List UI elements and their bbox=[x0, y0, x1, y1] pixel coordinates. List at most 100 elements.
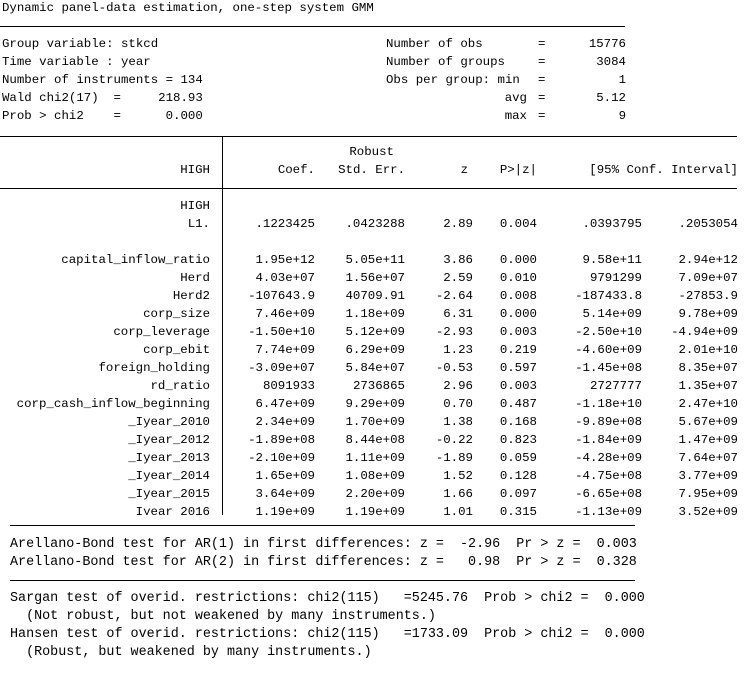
header-line: Time variable : year bbox=[2, 55, 151, 69]
cell: 0.010 bbox=[499, 271, 537, 285]
cell: -1.89e+08 bbox=[248, 433, 315, 447]
cell: 5.05e+11 bbox=[345, 253, 406, 267]
row-name: capital_inflow_ratio bbox=[61, 253, 210, 267]
cell: 7.74e+09 bbox=[255, 343, 316, 357]
cell: 1.18e+09 bbox=[345, 307, 406, 321]
cell: 3.52e+09 bbox=[678, 505, 739, 515]
cell: 7.64e+07 bbox=[678, 451, 739, 465]
cell: 5.14e+09 bbox=[582, 307, 643, 321]
title: Dynamic panel-data estimation, one-step … bbox=[2, 1, 374, 15]
cell: -2.64 bbox=[435, 289, 473, 303]
row-name: _Iyear_2016 bbox=[128, 505, 210, 515]
cell: 6.29e+09 bbox=[345, 343, 406, 357]
stat-label: Number of groups bbox=[386, 55, 505, 69]
cell: 0.008 bbox=[499, 289, 537, 303]
stat-value: 3084 bbox=[596, 55, 626, 69]
cell: -4.60e+09 bbox=[575, 343, 642, 357]
cell: 2.34e+09 bbox=[255, 415, 316, 429]
cell: 2.01e+10 bbox=[678, 343, 739, 357]
cell: 2.20e+09 bbox=[345, 487, 406, 501]
cell: 7.95e+09 bbox=[678, 487, 739, 501]
row-name: _Iyear_2014 bbox=[128, 469, 210, 483]
rule bbox=[0, 188, 737, 189]
cell: 1.08e+09 bbox=[345, 469, 406, 483]
cell: 0.004 bbox=[499, 217, 537, 231]
row-name: corp_cash_inflow_beginning bbox=[16, 397, 210, 411]
cell: 1.56e+07 bbox=[345, 271, 406, 285]
column-header: P>|z| bbox=[499, 163, 537, 177]
row-name: _Iyear_2015 bbox=[128, 487, 210, 501]
cell: 9.78e+09 bbox=[678, 307, 739, 321]
cell: 0.128 bbox=[499, 469, 537, 483]
row-name: rd_ratio bbox=[150, 379, 211, 393]
row-name: _Iyear_2012 bbox=[128, 433, 210, 447]
cell: 6.31 bbox=[443, 307, 473, 321]
cell: 0.219 bbox=[499, 343, 537, 357]
column-header: Coef. bbox=[277, 163, 315, 177]
cell: 8.44e+08 bbox=[345, 433, 406, 447]
cell: 1.19e+09 bbox=[255, 505, 316, 515]
stat-label: Obs per group: min bbox=[386, 73, 520, 87]
cell: 1.38 bbox=[443, 415, 473, 429]
stat-sign: = bbox=[538, 109, 546, 123]
cell: 2.47e+10 bbox=[678, 397, 739, 411]
cell: 0.487 bbox=[499, 397, 537, 411]
stat-sign: = bbox=[538, 73, 546, 87]
cell: 7.09e+07 bbox=[678, 271, 739, 285]
header-line: Group variable: stkcd bbox=[2, 37, 159, 51]
test-line: Sargan test of overid. restrictions: chi… bbox=[10, 591, 645, 606]
cell: 2727777 bbox=[589, 379, 642, 393]
cell: .0393795 bbox=[582, 217, 643, 231]
column-header: Std. Err. bbox=[338, 163, 405, 177]
row-name: L1. bbox=[187, 217, 210, 231]
cell: 0.000 bbox=[499, 307, 537, 321]
row-name: Herd2 bbox=[172, 289, 210, 303]
cell: .1223425 bbox=[255, 217, 316, 231]
header-line: Number of instruments = 134 bbox=[2, 73, 203, 87]
cell: -1.18e+10 bbox=[575, 397, 642, 411]
header-line: Prob > chi2 = 0.000 bbox=[2, 109, 203, 123]
cell: 0.597 bbox=[499, 361, 537, 375]
cell: 5.67e+09 bbox=[678, 415, 739, 429]
cell: 1.23 bbox=[443, 343, 473, 357]
cell: 0.000 bbox=[499, 253, 537, 267]
cell: 9791299 bbox=[589, 271, 642, 285]
test-line: Hansen test of overid. restrictions: chi… bbox=[10, 627, 645, 642]
cell: -27853.9 bbox=[678, 289, 739, 303]
stat-sign: = bbox=[538, 55, 546, 69]
cell: 2.89 bbox=[443, 217, 473, 231]
rule bbox=[10, 580, 635, 581]
stat-value: 15776 bbox=[588, 37, 626, 51]
cell: 6.47e+09 bbox=[255, 397, 316, 411]
cell: 3.64e+09 bbox=[255, 487, 316, 501]
row-name: _Iyear_2013 bbox=[128, 451, 210, 465]
row-name: HIGH bbox=[180, 199, 210, 213]
stat-label: avg bbox=[504, 91, 527, 105]
cell: 0.003 bbox=[499, 379, 537, 393]
cell: 0.315 bbox=[499, 505, 537, 515]
cell: -0.22 bbox=[435, 433, 473, 447]
cell: -0.53 bbox=[435, 361, 473, 375]
row-name: _Iyear_2010 bbox=[128, 415, 210, 429]
cell: 2.96 bbox=[443, 379, 473, 393]
cell: 0.059 bbox=[499, 451, 537, 465]
column-header: Robust bbox=[349, 145, 394, 159]
stat-value: 5.12 bbox=[596, 91, 626, 105]
cell: 1.66 bbox=[443, 487, 473, 501]
cell: -4.28e+09 bbox=[575, 451, 642, 465]
cell: -107643.9 bbox=[248, 289, 315, 303]
cell: -1.50e+10 bbox=[248, 325, 315, 339]
cell: -2.93 bbox=[435, 325, 473, 339]
cell: 2.94e+12 bbox=[678, 253, 739, 267]
header-line: Wald chi2(17) = 218.93 bbox=[2, 91, 203, 105]
test-line: Arellano-Bond test for AR(1) in first di… bbox=[10, 537, 637, 552]
cell: .0423288 bbox=[345, 217, 406, 231]
cell: 3.86 bbox=[443, 253, 473, 267]
stat-value: 9 bbox=[618, 109, 626, 123]
cell: -2.10e+09 bbox=[248, 451, 315, 465]
rule bbox=[222, 137, 223, 515]
cell: 5.12e+09 bbox=[345, 325, 406, 339]
results-table: Robust HIGH Coef. Std. Err. z P>|z| [95% Conf.… bbox=[0, 137, 752, 515]
cell: 0.70 bbox=[443, 397, 473, 411]
cell: -9.89e+08 bbox=[575, 415, 642, 429]
